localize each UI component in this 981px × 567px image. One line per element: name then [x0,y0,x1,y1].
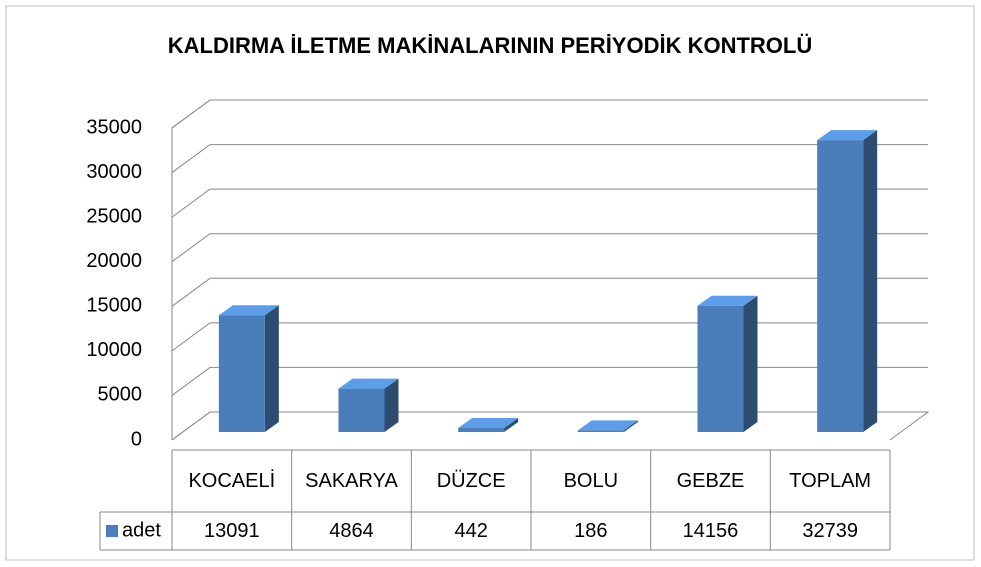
bar-top [817,130,878,141]
bar-side [743,295,758,432]
bar-side [264,305,279,432]
y-tick-label: 0 [131,428,142,450]
bar-front [218,315,265,432]
x-tick-label: TOPLAM [789,469,872,492]
table-value: 4864 [329,519,374,542]
grid-line [171,366,928,396]
grid-line [171,144,928,173]
bar-top [577,420,638,431]
y-tick-label: 25000 [86,205,142,227]
grid-line [171,411,928,441]
y-tick-label: 35000 [86,116,142,138]
y-tick-label: 5000 [98,384,143,406]
table-value: 32739 [802,519,858,542]
y-tick-label: 30000 [86,161,142,183]
bar-front [338,388,385,432]
legend-swatch [106,525,118,537]
bar-top [218,305,279,316]
chart-title: KALDIRMA İLETME MAKİNALARININ PERİYODİK … [168,33,813,58]
bar [218,305,279,432]
bar-side [863,130,878,432]
bar-side [504,418,519,432]
grid-line [171,188,928,218]
grid-line [171,277,928,307]
x-tick-label: DÜZCE [436,469,506,492]
y-tick-label: 15000 [86,295,142,317]
bar-front [458,428,505,432]
legend-label: adet [122,519,161,541]
bar [458,418,519,432]
bar-top [697,295,758,306]
table-value: 14156 [682,519,739,542]
table-value: 186 [574,519,608,542]
bar-side [384,378,399,432]
bar-side [623,420,638,432]
y-tick-label: 20000 [86,250,142,272]
bar-top [458,418,519,429]
bar [577,420,638,432]
x-tick-label: SAKARYA [305,469,398,492]
bar-front [577,430,624,432]
grid-line [171,322,928,352]
x-tick-label: GEBZE [676,469,745,492]
table-value: 13091 [204,519,260,542]
chart-border [5,5,975,561]
grid-line [171,99,928,129]
bar-front [817,140,864,432]
bar-top [338,378,399,389]
y-tick-label: 10000 [86,339,142,361]
bar [338,378,399,432]
bar [697,295,758,432]
x-tick-label: BOLU [563,469,619,492]
bar [817,130,878,432]
bar-front [697,305,744,432]
x-tick-label: KOCAELİ [188,469,276,492]
grid-line [171,233,928,263]
table-value: 442 [454,519,488,542]
